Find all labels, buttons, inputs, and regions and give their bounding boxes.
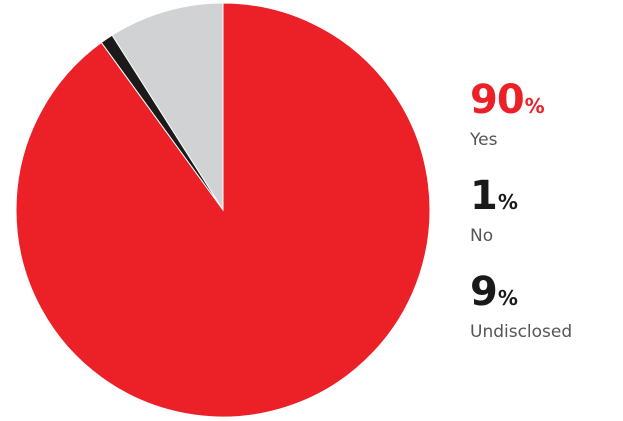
legend-entry-no: 1% No — [470, 174, 620, 270]
pie-slices — [15, 2, 431, 418]
percent-value-undisclosed: 9 — [470, 269, 498, 315]
percent-symbol: % — [497, 190, 518, 214]
percent-label-undisclosed: 9% — [470, 270, 620, 320]
category-label-undisclosed: Undisclosed — [470, 322, 573, 342]
percent-symbol: % — [497, 286, 518, 310]
chart-legend: 90% Yes 1% No 9% Undisclosed — [470, 78, 620, 366]
percent-value-no: 1 — [470, 173, 498, 219]
legend-entry-yes: 90% Yes — [470, 78, 620, 174]
percent-symbol: % — [524, 94, 545, 118]
percent-value-yes: 90 — [470, 77, 525, 123]
category-label-yes: Yes — [470, 130, 498, 150]
category-label-no: No — [470, 226, 494, 246]
percent-label-yes: 90% — [470, 78, 620, 128]
pie-slice-undisclosed — [111, 2, 224, 212]
percent-label-no: 1% — [470, 174, 620, 224]
legend-entry-undisclosed: 9% Undisclosed — [470, 270, 620, 366]
pie-slice-yes — [15, 2, 431, 418]
